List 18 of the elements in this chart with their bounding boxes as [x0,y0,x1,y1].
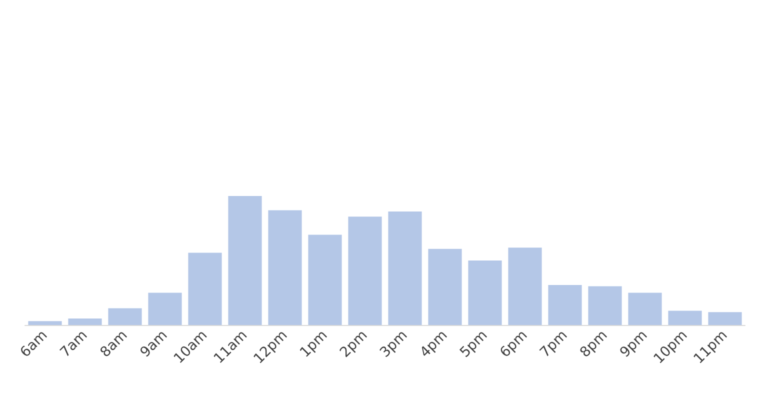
bar [228,196,262,325]
bar [188,252,222,325]
bar [668,310,702,325]
bar [108,308,142,325]
bar [348,216,382,325]
bar [428,248,462,325]
bar [468,260,502,325]
bar [588,286,622,325]
bar [68,318,102,325]
bar [548,285,582,325]
bar [268,210,302,325]
bar [28,321,62,325]
bar [308,234,342,325]
bar [708,312,742,325]
bar [628,292,662,325]
bar [148,292,182,325]
bar [388,211,422,325]
bar [508,248,542,325]
